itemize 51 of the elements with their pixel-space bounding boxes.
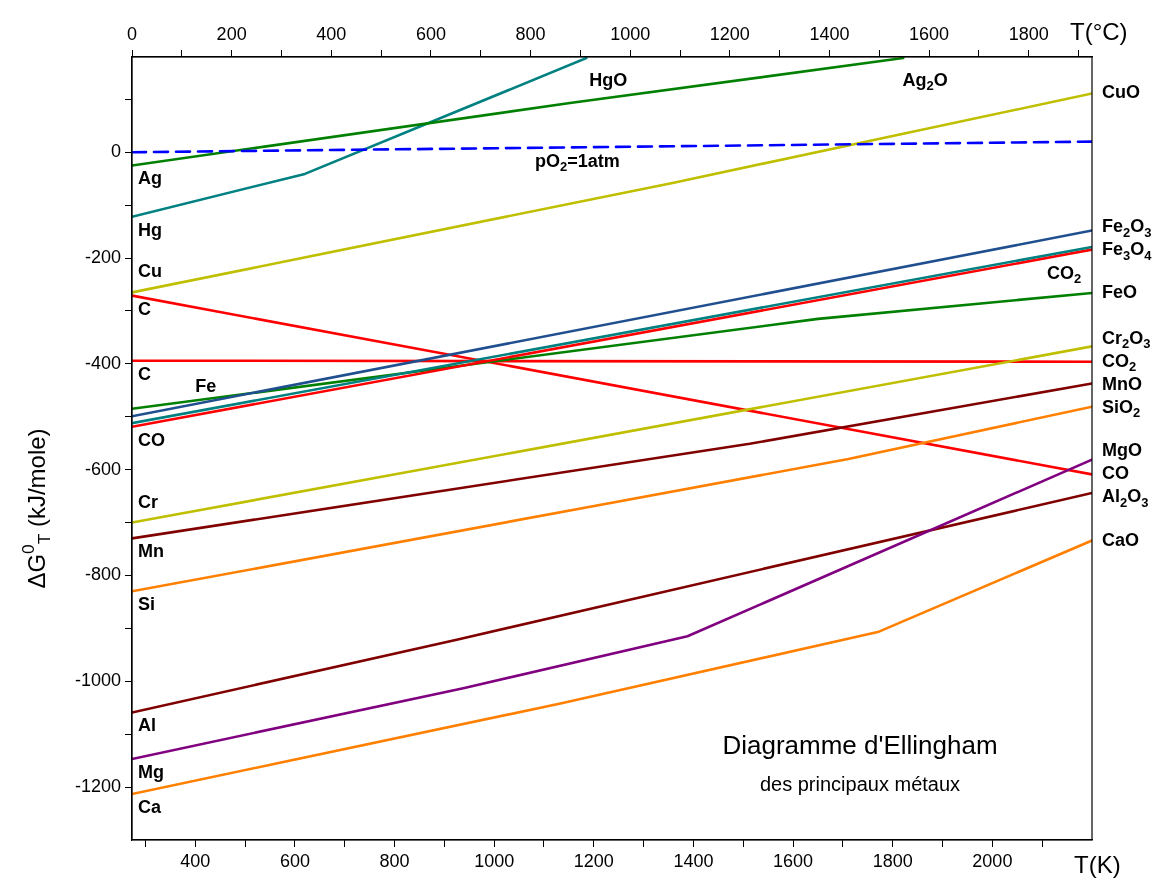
x2-tick-label: 200 bbox=[216, 24, 247, 45]
x2-tick-label: 400 bbox=[316, 24, 347, 45]
y-tick-label: -600 bbox=[84, 458, 121, 479]
y-tick-label: -800 bbox=[84, 564, 121, 585]
x2-tick-label: 800 bbox=[515, 24, 546, 45]
y-tick-label: -400 bbox=[84, 352, 121, 373]
x2-tick-label: 1000 bbox=[610, 24, 651, 45]
annotation: C bbox=[138, 363, 151, 384]
series-label: CuO bbox=[1102, 82, 1140, 103]
x-tick-label: 1400 bbox=[673, 850, 714, 871]
text: Diagramme d'Ellingham bbox=[722, 730, 998, 761]
x2-tick-label: 600 bbox=[415, 24, 446, 45]
annotation: Al bbox=[138, 715, 156, 736]
annotation: Ag bbox=[138, 168, 162, 189]
series-label: MgO bbox=[1102, 440, 1142, 461]
x-tick-label: 400 bbox=[180, 850, 211, 871]
series-label: CaO bbox=[1102, 529, 1140, 550]
y-tick-label: -1000 bbox=[74, 670, 121, 691]
series-label: MnO bbox=[1102, 373, 1142, 394]
series-label: CO bbox=[1102, 463, 1129, 484]
text: des principaux métaux bbox=[759, 772, 961, 795]
y-axis-title: ΔG0T (kJ/mole) bbox=[17, 428, 55, 589]
annotation: Mn bbox=[138, 541, 164, 562]
x-tick-label: 600 bbox=[279, 850, 310, 871]
annotation: Cr bbox=[138, 491, 159, 512]
x2-tick-label: 1800 bbox=[1008, 24, 1049, 45]
annotation: CO bbox=[138, 429, 165, 450]
y-tick-label: -1200 bbox=[74, 776, 121, 797]
x-tick-label: 800 bbox=[379, 850, 410, 871]
annotation: Fe bbox=[195, 376, 217, 397]
x-tick-label: 1600 bbox=[773, 850, 814, 871]
series-label: HgO bbox=[589, 69, 628, 90]
series-label: FeO bbox=[1102, 281, 1138, 302]
annotation: Hg bbox=[138, 219, 162, 240]
annotation: Si bbox=[138, 594, 156, 615]
x-axis-title: T(K) bbox=[1074, 850, 1121, 878]
x-tick-label: 1800 bbox=[872, 850, 913, 871]
y-tick-label: 0 bbox=[110, 141, 121, 162]
annotation: Ca bbox=[138, 796, 162, 817]
x-tick-label: 1000 bbox=[474, 850, 515, 871]
x2-tick-label: 1600 bbox=[909, 24, 950, 45]
x2-tick-label: 1400 bbox=[809, 24, 850, 45]
annotation: Mg bbox=[138, 762, 164, 783]
annotation: Cu bbox=[138, 261, 162, 282]
y-tick-label: -200 bbox=[84, 247, 121, 268]
x2-axis-title: T(°C) bbox=[1070, 17, 1128, 45]
x-tick-label: 2000 bbox=[972, 850, 1013, 871]
x2-tick-label: 0 bbox=[126, 24, 138, 45]
x-tick-label: 1200 bbox=[573, 850, 614, 871]
annotation: C bbox=[138, 298, 151, 319]
x2-tick-label: 1200 bbox=[709, 24, 750, 45]
